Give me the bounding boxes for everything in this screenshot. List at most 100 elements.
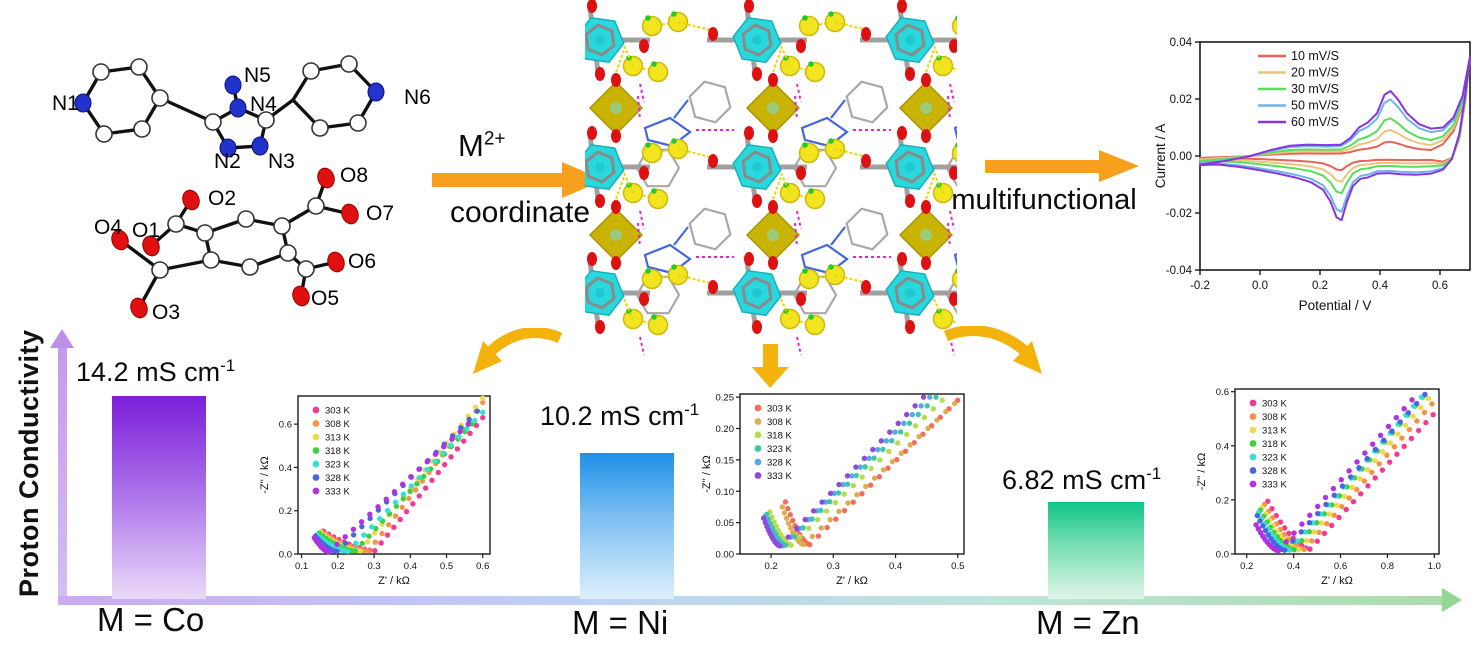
water-oxygen — [647, 314, 669, 336]
conductivity-y-axis — [58, 346, 67, 598]
x-tick-label: 0.2 — [331, 561, 344, 572]
y-tick-label: 0.04 — [1170, 37, 1193, 49]
metal-atom — [920, 229, 932, 241]
curved-down-left-arrow-icon — [473, 328, 563, 374]
oxygen-atom — [595, 67, 605, 81]
legend-label: 303 K — [1262, 399, 1287, 410]
oxygen-atom — [921, 256, 931, 270]
water-oxygen — [951, 17, 957, 35]
legend-label: 323 K — [767, 444, 792, 455]
nyquist-co-legend: 303 K 308 K 313 K 318 K 323 K 328 K 333 K — [312, 406, 350, 498]
cv-plot: -0.2 0.0 0.2 0.4 0.6 0.04 0.02 0.00 -0.02 -0.04 Po… — [1153, 37, 1471, 313]
hydrogen-atom — [651, 314, 657, 320]
oxygen-atom — [744, 0, 754, 13]
oxygen-atom — [905, 320, 915, 334]
legend-label: 328 K — [767, 458, 792, 469]
series-333 K — [311, 421, 471, 555]
legend-label: 308 K — [767, 417, 792, 428]
carbon-atom — [130, 58, 148, 76]
benzene-ring — [741, 23, 773, 57]
carbon-atom — [302, 62, 320, 80]
legend-label: 308 K — [325, 419, 350, 430]
bond — [830, 99, 846, 119]
pi-contact — [949, 83, 955, 103]
oxygen-atom — [111, 229, 129, 251]
pi-contact — [796, 83, 802, 103]
hydrogen-atom — [802, 142, 808, 148]
nyquist-co-plot: 0.1 0.2 0.3 0.4 0.5 0.6 0.0 0.2 0.4 0.6 Z' / kΩ -Z'… — [259, 395, 491, 587]
carbon-atom — [167, 215, 185, 233]
ligand-ring — [688, 80, 732, 124]
carbon-atom — [237, 210, 255, 228]
metal-label-ni: M = Ni — [572, 604, 669, 641]
h-bond — [615, 176, 625, 200]
x-axis-label: Z' / kΩ — [836, 575, 868, 587]
water-oxygen — [804, 188, 826, 210]
x-tick-label: 0.6 — [476, 561, 489, 572]
metal-atom — [752, 288, 762, 298]
y-tick-label: 0.2 — [279, 506, 292, 517]
x-axis-label: Z' / kΩ — [378, 575, 410, 587]
carbon-atom — [133, 120, 151, 138]
pi-contact — [947, 222, 951, 248]
hydrogen-atom — [671, 11, 677, 17]
pi-contact — [639, 336, 645, 356]
legend-label: 318 K — [767, 431, 792, 442]
legend-label: 30 mV/S — [1291, 82, 1339, 96]
carbon-atom — [151, 89, 169, 107]
hydrogen-atom — [651, 61, 657, 67]
x-tick-label: 1.0 — [1428, 561, 1441, 572]
nyquist-plot-co: 0.1 0.2 0.3 0.4 0.5 0.6 0.0 0.2 0.4 0.6 Z' / kΩ -Z'… — [259, 395, 491, 587]
carbon-atom — [307, 197, 325, 215]
metal-atom — [610, 102, 622, 114]
oxygen-atom — [949, 39, 957, 53]
y-tick-label: 0.6 — [1216, 387, 1229, 398]
oxygen-atom — [611, 73, 621, 87]
conductivity-bar-co — [112, 396, 206, 599]
atom-label: O5 — [311, 287, 339, 310]
h-bond — [933, 298, 944, 320]
legend-label: 333 K — [325, 487, 350, 498]
metal-atom — [767, 229, 779, 241]
atom-label: O2 — [208, 187, 236, 210]
metal-atom — [905, 35, 915, 45]
y-tick-label: 0.20 — [716, 424, 735, 435]
h-bond — [772, 49, 782, 73]
series-333 K — [1253, 397, 1415, 554]
metal-atom — [595, 35, 605, 45]
h-bond — [834, 274, 868, 284]
bond — [673, 226, 689, 246]
oxygen-atom — [587, 252, 597, 266]
atom-label: N1 — [52, 92, 79, 115]
atom-label: N6 — [404, 86, 431, 109]
benzene-ring — [894, 276, 926, 310]
nyquist-zn-data — [1253, 391, 1436, 554]
oxygen-atom — [796, 166, 806, 180]
x-axis-label: Z' / kΩ — [1321, 575, 1353, 587]
conductivity-value-co: 14.2 mS cm-1 — [76, 356, 236, 387]
series-303 K — [782, 397, 961, 548]
legend-label: 333 K — [1262, 480, 1287, 491]
h-bond — [677, 21, 711, 31]
oxygen-atom — [861, 154, 871, 168]
ortep-molecules: N1 N5 N4 N2 N3 N6 O2 O8 O7 O6 O5 O3 O4 O1 — [52, 55, 431, 324]
multifunctional-label: multifunctional — [951, 184, 1137, 216]
ligand-ring — [845, 80, 889, 124]
water-oxygen — [641, 268, 663, 290]
oxygen-atom — [897, 126, 907, 140]
nyquist-co-data — [311, 395, 486, 555]
water-oxygen — [641, 142, 663, 164]
pi-contact — [639, 83, 645, 103]
y-tick-label: 0.00 — [1170, 151, 1192, 163]
legend-label: 10 mV/S — [1291, 49, 1339, 63]
atom-label: N2 — [214, 150, 241, 173]
oxygen-atom — [744, 126, 754, 140]
legend-label: 50 mV/S — [1291, 99, 1339, 113]
carbon-atom — [311, 119, 329, 137]
x-axis-arrowhead-icon — [1442, 588, 1462, 612]
hydrogen-atom — [802, 268, 808, 274]
water-oxygen — [798, 142, 820, 164]
y-axis-label: -Z'' / kΩ — [259, 456, 271, 493]
hydrogen-atom — [955, 268, 957, 274]
h-bond — [925, 49, 935, 73]
